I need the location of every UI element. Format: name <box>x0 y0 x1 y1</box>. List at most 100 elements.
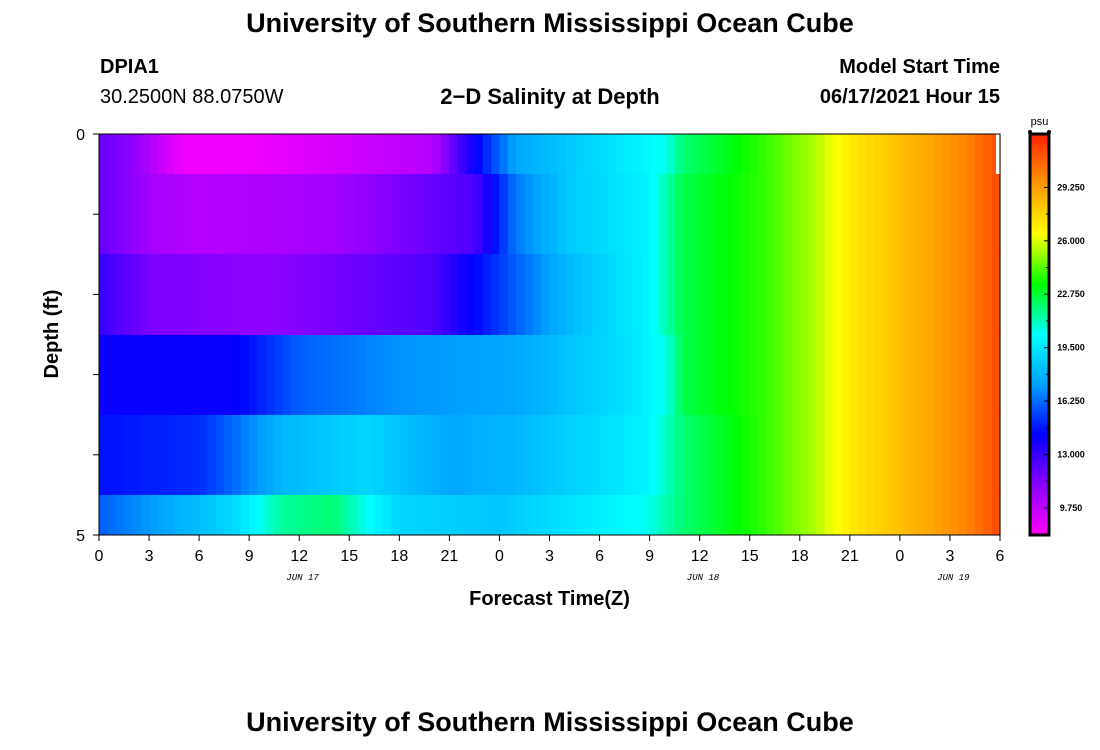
colorbar-tick-label: 22.750 <box>1057 289 1085 299</box>
heatmap-cell <box>357 254 367 336</box>
heatmap-cell <box>124 415 133 496</box>
heatmap-cell <box>507 335 517 416</box>
heatmap-cell <box>799 134 809 175</box>
heatmap-cell <box>933 335 943 416</box>
heatmap-cell <box>574 134 584 175</box>
heatmap-cell <box>866 174 876 255</box>
heatmap-cell <box>966 134 976 175</box>
heatmap-cell <box>157 335 167 416</box>
heatmap-cell <box>641 134 651 175</box>
heatmap-cell <box>374 254 384 336</box>
heatmap-cell <box>524 174 534 255</box>
heatmap-cell <box>858 134 868 175</box>
heatmap-cell <box>199 254 209 336</box>
heatmap-cell <box>174 495 184 536</box>
heatmap-cell <box>799 415 809 496</box>
heatmap-cell <box>983 174 993 255</box>
heatmap-cell <box>449 254 459 336</box>
heatmap-cell <box>974 174 984 255</box>
heatmap-cell <box>582 174 592 255</box>
heatmap-cell <box>833 415 843 496</box>
heatmap-cell <box>766 495 776 536</box>
heatmap-cell <box>224 495 234 536</box>
heatmap-cell <box>966 335 976 416</box>
heatmap-cell <box>399 134 409 175</box>
heatmap-cell <box>874 174 884 255</box>
heatmap-cell <box>149 254 158 336</box>
heatmap-cell <box>182 174 192 255</box>
heatmap-cell <box>808 335 818 416</box>
heatmap-cell <box>949 415 959 496</box>
heatmap-cell <box>607 415 617 496</box>
heatmap-cell <box>899 174 909 255</box>
heatmap-cell <box>349 134 359 175</box>
y-axis-title: Depth (ft) <box>41 290 63 379</box>
heatmap-gap <box>996 134 1000 174</box>
colorbar-cap <box>1028 130 1032 134</box>
heatmap-cell <box>424 134 434 175</box>
heatmap-cell <box>340 495 350 536</box>
heatmap-cell <box>507 174 517 255</box>
heatmap-cell <box>549 335 559 416</box>
heatmap-cell <box>382 254 392 336</box>
heatmap-cell <box>766 415 776 496</box>
heatmap-cell <box>616 495 626 536</box>
heatmap-cell <box>849 174 859 255</box>
heatmap-cell <box>624 415 634 496</box>
heatmap-cell <box>274 174 284 255</box>
heatmap-cell <box>315 415 325 496</box>
heatmap-cell <box>641 335 651 416</box>
heatmap-cell <box>307 415 317 496</box>
heatmap-cell <box>783 134 793 175</box>
heatmap-cell <box>791 335 801 416</box>
heatmap-cell <box>424 415 434 496</box>
heatmap-cell <box>432 254 442 336</box>
heatmap-cell <box>390 134 400 175</box>
heatmap-cell <box>566 335 576 416</box>
heatmap-cell <box>649 134 659 175</box>
heatmap-cell <box>924 174 934 255</box>
heatmap-cell <box>791 174 801 255</box>
heatmap-cell <box>799 335 809 416</box>
heatmap-cell <box>566 134 576 175</box>
heatmap-cell <box>916 174 926 255</box>
heatmap-cell <box>858 415 868 496</box>
heatmap-cell <box>282 495 292 536</box>
heatmap-cell <box>190 254 200 336</box>
x-tick-label: 0 <box>95 548 104 565</box>
heatmap-cell <box>582 254 592 336</box>
heatmap-cell <box>382 335 392 416</box>
heatmap-cell <box>991 174 1001 255</box>
heatmap-cell <box>482 174 492 255</box>
heatmap-cell <box>215 335 225 416</box>
heatmap-cell <box>274 415 284 496</box>
heatmap-cell <box>274 495 284 536</box>
heatmap-cell <box>649 254 659 336</box>
heatmap-cell <box>365 495 375 536</box>
heatmap-cell <box>349 254 359 336</box>
heatmap-cell <box>816 335 826 416</box>
heatmap-cell <box>858 335 868 416</box>
heatmap-cell <box>240 134 250 175</box>
heatmap-cell <box>257 254 267 336</box>
heatmap-cell <box>724 254 734 336</box>
heatmap-cell <box>766 335 776 416</box>
heatmap-cell <box>424 174 434 255</box>
heatmap-cell <box>466 134 476 175</box>
heatmap-cell <box>657 134 667 175</box>
heatmap-cell <box>532 134 542 175</box>
heatmap-cell <box>115 495 125 536</box>
heatmap-cell <box>232 174 242 255</box>
heatmap-cell <box>883 495 893 536</box>
heatmap-cell <box>582 335 592 416</box>
heatmap-cell <box>649 174 659 255</box>
heatmap-cell <box>949 174 959 255</box>
heatmap-cell <box>983 335 993 416</box>
heatmap-cell <box>758 495 767 536</box>
heatmap-cell <box>340 174 350 255</box>
heatmap-cell <box>299 134 309 175</box>
heatmap-cell <box>866 134 876 175</box>
x-tick-label: 21 <box>440 548 458 565</box>
heatmap-cell <box>599 134 609 175</box>
heatmap-cell <box>524 335 534 416</box>
